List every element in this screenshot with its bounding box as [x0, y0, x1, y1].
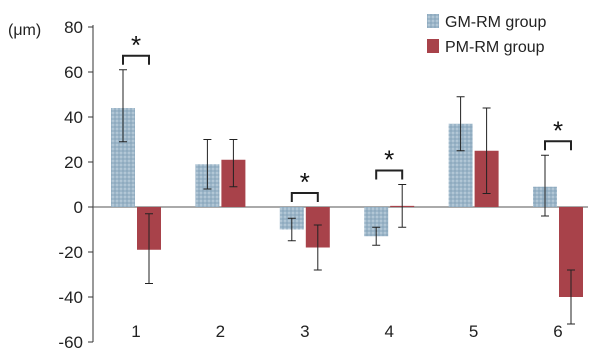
significance-bracket — [122, 54, 150, 65]
legend-swatch — [427, 14, 439, 28]
axes: -60 -40 -20 0 20 40 60 80 1 2 3 4 5 6 — [58, 18, 588, 351]
y-tick-label: -60 — [58, 333, 83, 351]
error-bar — [229, 139, 238, 188]
legend-label: GM-RM group — [445, 14, 546, 31]
error-bar — [313, 224, 322, 271]
error-bar — [456, 96, 465, 152]
error-bar — [482, 107, 491, 194]
legend-label: PM-RM group — [445, 39, 545, 56]
significance-marker: * — [122, 30, 150, 65]
legend-item: GM-RM group — [427, 14, 546, 31]
significance-star: * — [300, 167, 310, 197]
y-tick-label: -40 — [58, 288, 83, 307]
legend-swatch — [427, 39, 439, 53]
error-bar — [398, 184, 407, 228]
y-tick-label: 80 — [64, 18, 83, 37]
legend-item: PM-RM group — [427, 39, 545, 56]
error-bars — [119, 69, 575, 325]
error-bar — [541, 154, 549, 217]
significance-star: * — [553, 115, 563, 145]
error-bar — [145, 213, 153, 284]
error-bar — [287, 217, 296, 242]
y-tick-label: 40 — [64, 108, 83, 127]
x-tick-label: 4 — [384, 322, 393, 341]
x-tick-label: 3 — [300, 322, 309, 341]
y-tick-label: 20 — [64, 153, 83, 172]
error-bar — [567, 269, 575, 325]
significance-marker: * — [290, 167, 319, 202]
significance-marker: * — [375, 145, 404, 180]
x-tick-label: 1 — [131, 322, 140, 341]
x-tick-label: 2 — [216, 322, 225, 341]
bars — [111, 108, 583, 297]
significance-star: * — [384, 145, 394, 175]
significance-marker: * — [544, 115, 572, 151]
significance-bracket — [290, 192, 319, 202]
y-tick-label: 60 — [64, 63, 83, 82]
y-tick-label: 0 — [74, 198, 83, 217]
error-bar — [203, 139, 212, 190]
x-tick-label: 5 — [469, 322, 478, 341]
significance-bracket — [544, 140, 572, 151]
y-axis-unit-label: (μm) — [8, 22, 41, 39]
x-tick-label: 6 — [553, 322, 562, 341]
error-bar — [372, 226, 381, 246]
significance-bracket — [375, 169, 404, 180]
significance-star: * — [131, 30, 141, 60]
error-bar — [119, 69, 127, 143]
y-tick-label: -20 — [58, 243, 83, 262]
legend: GM-RM group PM-RM group — [427, 14, 546, 56]
significance-markers: * * * * — [122, 30, 572, 202]
